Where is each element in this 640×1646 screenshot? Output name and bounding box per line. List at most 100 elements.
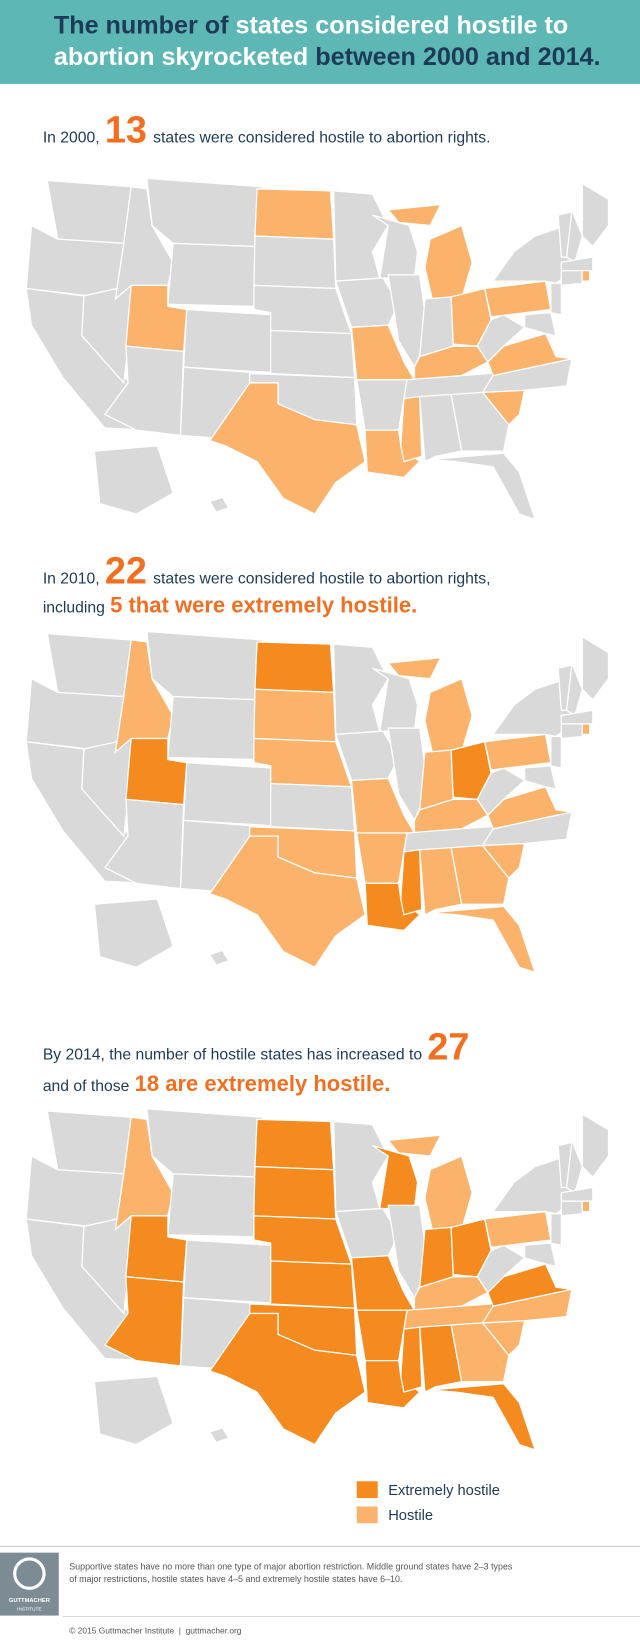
lead: In 2010, [43, 570, 100, 587]
state-shape [270, 783, 356, 832]
state-shape [557, 1141, 573, 1189]
state-shape [253, 1165, 337, 1220]
legend-label: Hostile [388, 1508, 433, 1524]
footnote: Supportive states have no more than one … [69, 1561, 513, 1571]
state-shape [93, 445, 174, 515]
state-shape [103, 798, 185, 890]
us-map [25, 1108, 610, 1451]
line-prefix: and of those [43, 1078, 130, 1095]
state-shape [400, 395, 423, 463]
state-shape [560, 270, 583, 287]
state-shape [581, 635, 610, 701]
state-shape [332, 190, 389, 282]
section-text: By 2014, the number of hostile states ha… [21, 1027, 482, 1069]
state-shape [270, 1260, 356, 1309]
count: 13 [105, 110, 147, 152]
section-rest: states were considered hostile to aborti… [153, 570, 490, 587]
section-text: and of those 18 are extremely hostile. [21, 1071, 404, 1096]
state-shape [430, 905, 537, 974]
section-rest: states were considered hostile to aborti… [153, 130, 490, 147]
state-shape [93, 1375, 174, 1446]
state-shape [560, 709, 594, 725]
state-shape [430, 452, 537, 521]
header-band [0, 0, 640, 84]
state-shape [182, 762, 272, 827]
state-shape [430, 1383, 537, 1451]
state-shape [46, 632, 132, 698]
state-shape [364, 429, 421, 478]
legend-swatch [356, 1481, 378, 1499]
state-shape [523, 311, 557, 337]
state-shape [424, 677, 473, 753]
state-shape [46, 179, 132, 245]
state-shape [270, 329, 356, 379]
state-shape [581, 270, 591, 282]
footer: © 2015 Guttmacher Institute | guttmacher… [69, 1625, 242, 1635]
state-shape [581, 182, 610, 248]
state-shape [418, 1324, 463, 1394]
state-shape [557, 664, 573, 711]
lead: In 2000, [43, 130, 100, 147]
state-shape [350, 777, 416, 834]
state-shape [334, 277, 400, 328]
state-shape [424, 224, 473, 300]
title-line: abortion skyrocketed between 2000 and 20… [19, 43, 622, 71]
title-part: states considered hostile to [236, 12, 569, 40]
title-line: The number of states considered hostile … [19, 12, 589, 40]
state-shape [167, 1173, 258, 1238]
state-shape [208, 382, 366, 515]
us-map [25, 630, 610, 974]
state-shape [254, 1118, 335, 1171]
state-shape [350, 324, 416, 381]
state-shape [355, 1309, 408, 1362]
state-shape [483, 1210, 552, 1249]
logo-sub: INSTITUTE [17, 1606, 41, 1612]
state-shape [418, 846, 463, 916]
legend-swatch [356, 1506, 378, 1524]
state-shape [386, 657, 442, 680]
state-shape [208, 835, 366, 969]
state-shape [182, 1239, 272, 1304]
state-shape [334, 730, 400, 782]
logo-name: GUTTMACHER [9, 1598, 51, 1604]
line-prefix: including [43, 600, 105, 617]
section-text: including 5 that were extremely hostile. [21, 593, 430, 618]
title-part: The number of [54, 12, 236, 40]
state-shape [103, 345, 185, 437]
state-shape [253, 235, 337, 290]
state-shape [208, 496, 230, 513]
state-shape [350, 1255, 416, 1311]
extreme-text: 18 are extremely hostile. [135, 1071, 391, 1096]
state-shape [550, 735, 562, 769]
state-shape [523, 1242, 557, 1268]
maps [25, 177, 610, 1451]
state-shape [208, 1427, 230, 1444]
state-shape [364, 882, 421, 932]
state-shape [332, 643, 389, 736]
count: 22 [105, 550, 147, 592]
state-shape [483, 733, 552, 771]
state-shape [332, 1120, 389, 1213]
state-shape [424, 1155, 473, 1231]
state-shape [167, 695, 258, 761]
state-shape [93, 898, 174, 968]
state-shape [581, 1200, 591, 1213]
extreme-text: 5 that were extremely hostile. [110, 593, 417, 618]
state-shape [523, 765, 557, 790]
state-shape [560, 1186, 594, 1202]
state-shape [581, 1113, 610, 1179]
title-part: between 2000 and 2014. [308, 43, 600, 71]
us-map [25, 177, 610, 521]
state-shape [146, 177, 263, 248]
state-shape [355, 379, 408, 431]
logo-mark [13, 1557, 46, 1590]
footnote: of major restrictions, hostile states ha… [69, 1574, 402, 1584]
state-shape [581, 723, 591, 735]
state-shape [208, 1312, 366, 1446]
lead: By 2014, the number of hostile states ha… [43, 1047, 422, 1064]
state-shape [550, 1213, 562, 1247]
state-shape [364, 1360, 421, 1409]
section-text: In 2000, 13 states were considered hostile… [21, 110, 504, 152]
